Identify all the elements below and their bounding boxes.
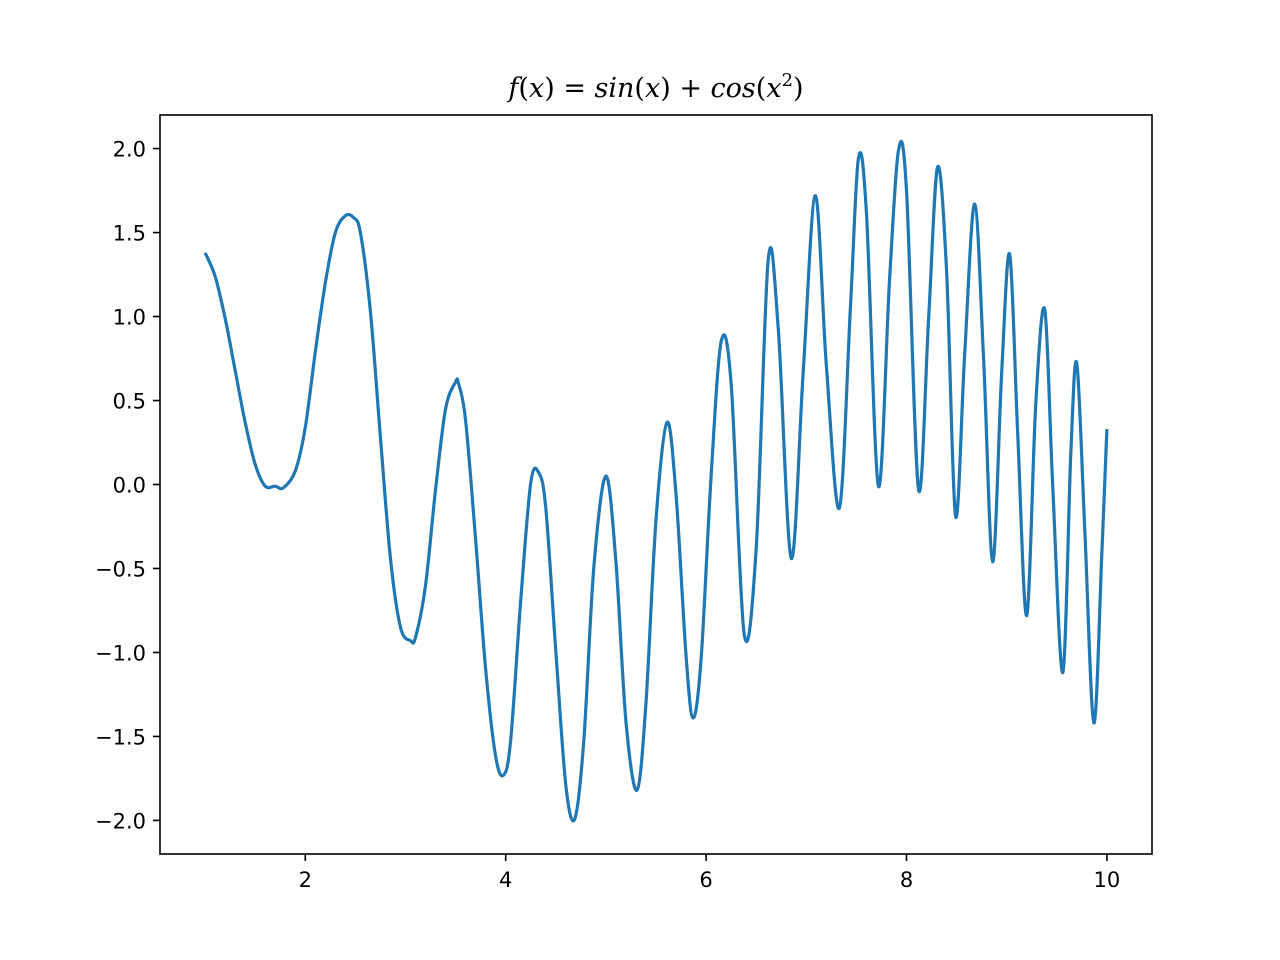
x-tick-label: 6 xyxy=(699,868,712,892)
y-tick-label: 0.0 xyxy=(113,474,146,498)
x-tick-label: 10 xyxy=(1094,868,1121,892)
series-line-0 xyxy=(203,139,1109,823)
x-tick-label: 4 xyxy=(499,868,512,892)
x-axis: 2 4 6 8 10 xyxy=(299,854,1121,892)
y-axis: −2.0 −1.5 −1.0 −0.5 0.0 0.5 1.0 1.5 2.0 xyxy=(95,138,160,833)
chart-title: f(x) = sin(x) + cos(x2) xyxy=(506,70,803,104)
y-tick-label: −0.5 xyxy=(95,557,146,581)
y-tick-label: 1.5 xyxy=(113,222,146,246)
y-tick-label: −2.0 xyxy=(95,809,146,833)
y-tick-label: 2.0 xyxy=(113,138,146,162)
y-tick-label: 0.5 xyxy=(113,390,146,414)
y-tick-label: 1.0 xyxy=(113,306,146,330)
x-tick-label: 2 xyxy=(299,868,312,892)
x-tick-label: 8 xyxy=(900,868,913,892)
y-tick-label: −1.0 xyxy=(95,641,146,665)
y-tick-label: −1.5 xyxy=(95,725,146,749)
series-layer xyxy=(203,139,1109,823)
